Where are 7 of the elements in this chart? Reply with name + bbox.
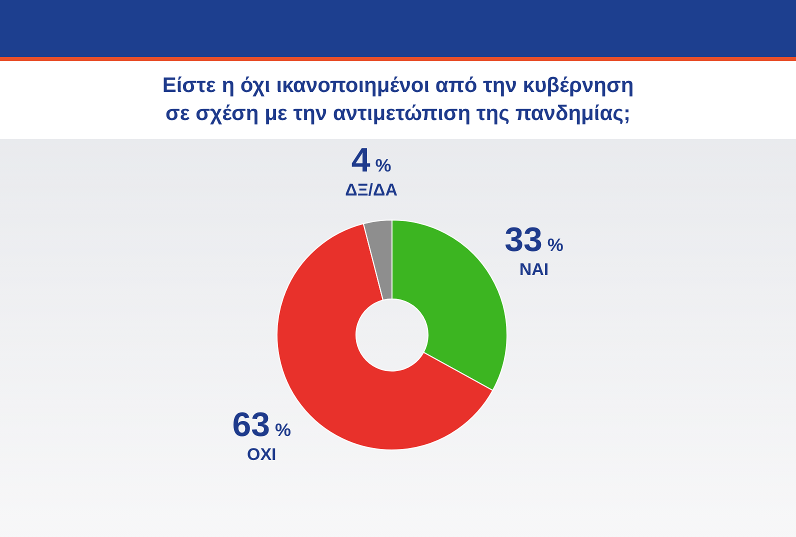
slice-label: ΟΧΙ (246, 445, 276, 464)
data-label: 33% (504, 221, 564, 260)
data-label: 4% (351, 141, 392, 180)
chart-title: Είστε η όχι ικανοποιημένοι από την κυβέρνηση σε σχέση με την αντιμετώπιση της πανδημίας; (162, 74, 634, 125)
slice-label: ΔΞ/ΔΑ (345, 180, 398, 200)
slice-label: ΝΑΙ (519, 260, 549, 280)
data-label: 63% (232, 406, 292, 444)
